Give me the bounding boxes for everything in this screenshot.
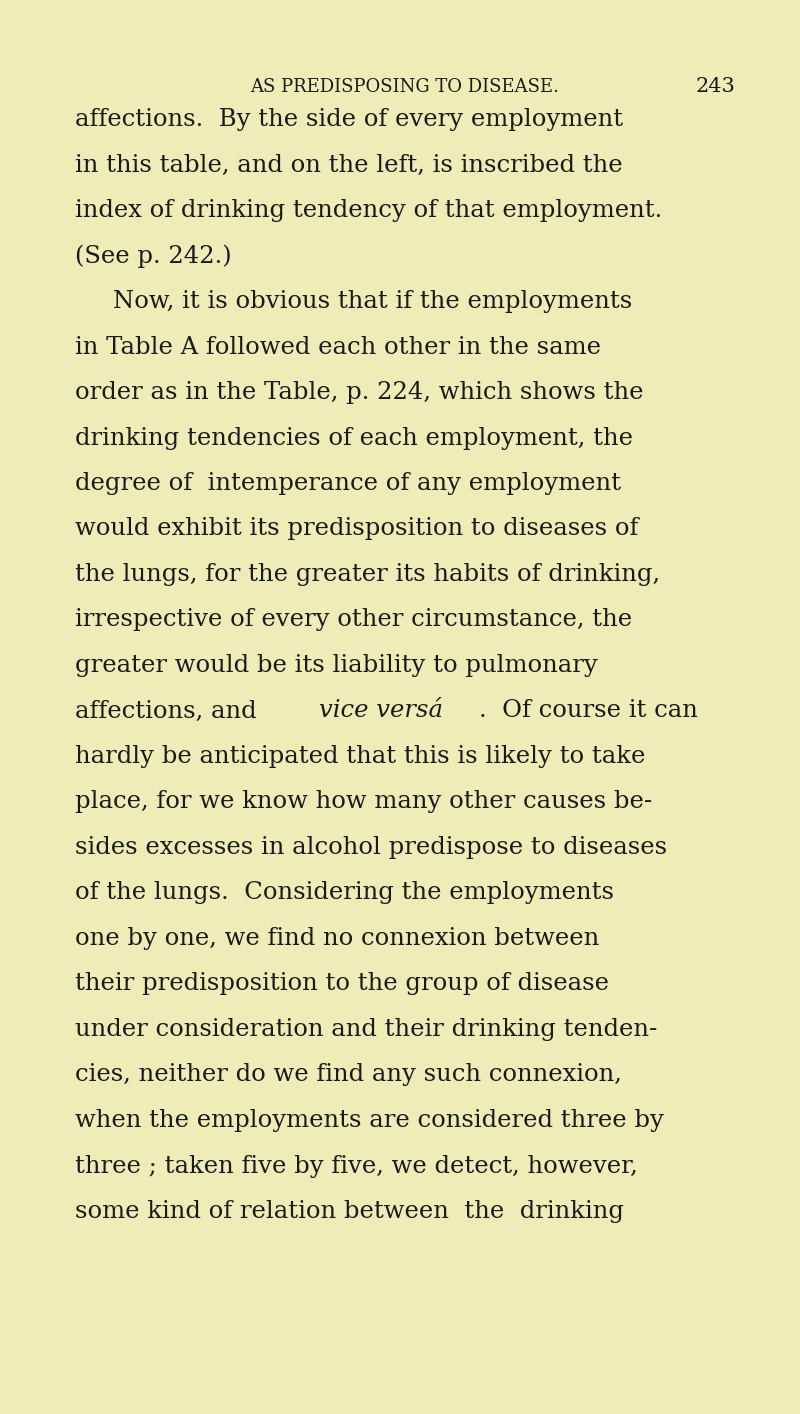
Text: 243: 243 <box>695 76 735 96</box>
Text: vice versá: vice versá <box>319 700 443 723</box>
Text: place, for we know how many other causes be-: place, for we know how many other causes… <box>75 790 652 813</box>
Text: one by one, we find no connexion between: one by one, we find no connexion between <box>75 928 599 950</box>
Text: index of drinking tendency of that employment.: index of drinking tendency of that emplo… <box>75 199 662 222</box>
Text: Now, it is obvious that if the employments: Now, it is obvious that if the employmen… <box>113 290 632 312</box>
Text: hardly be anticipated that this is likely to take: hardly be anticipated that this is likel… <box>75 745 646 768</box>
Text: when the employments are considered three by: when the employments are considered thre… <box>75 1109 664 1133</box>
Text: order as in the Table, p. 224, which shows the: order as in the Table, p. 224, which sho… <box>75 380 643 404</box>
Text: greater would be its liability to pulmonary: greater would be its liability to pulmon… <box>75 655 598 677</box>
Text: cies, neither do we find any such connexion,: cies, neither do we find any such connex… <box>75 1063 622 1086</box>
Text: the lungs, for the greater its habits of drinking,: the lungs, for the greater its habits of… <box>75 563 660 585</box>
Text: their predisposition to the group of disease: their predisposition to the group of dis… <box>75 973 609 995</box>
Text: irrespective of every other circumstance, the: irrespective of every other circumstance… <box>75 608 632 632</box>
Text: affections, and: affections, and <box>75 700 264 723</box>
Text: under consideration and their drinking tenden-: under consideration and their drinking t… <box>75 1018 658 1041</box>
Text: AS PREDISPOSING TO DISEASE.: AS PREDISPOSING TO DISEASE. <box>250 78 559 96</box>
Text: degree of  intemperance of any employment: degree of intemperance of any employment <box>75 472 621 495</box>
Text: three ; taken five by five, we detect, however,: three ; taken five by five, we detect, h… <box>75 1154 638 1178</box>
Text: in Table A followed each other in the same: in Table A followed each other in the sa… <box>75 335 601 359</box>
Text: .  Of course it can: . Of course it can <box>479 700 698 723</box>
Text: drinking tendencies of each employment, the: drinking tendencies of each employment, … <box>75 427 633 450</box>
Text: would exhibit its predisposition to diseases of: would exhibit its predisposition to dise… <box>75 518 638 540</box>
Text: affections.  By the side of every employment: affections. By the side of every employm… <box>75 107 623 132</box>
Text: sides excesses in alcohol predispose to diseases: sides excesses in alcohol predispose to … <box>75 836 667 858</box>
Text: in this table, and on the left, is inscribed the: in this table, and on the left, is inscr… <box>75 154 622 177</box>
Text: some kind of relation between  the  drinking: some kind of relation between the drinki… <box>75 1200 624 1223</box>
Text: of the lungs.  Considering the employments: of the lungs. Considering the employment… <box>75 881 614 905</box>
Text: (See p. 242.): (See p. 242.) <box>75 245 232 267</box>
